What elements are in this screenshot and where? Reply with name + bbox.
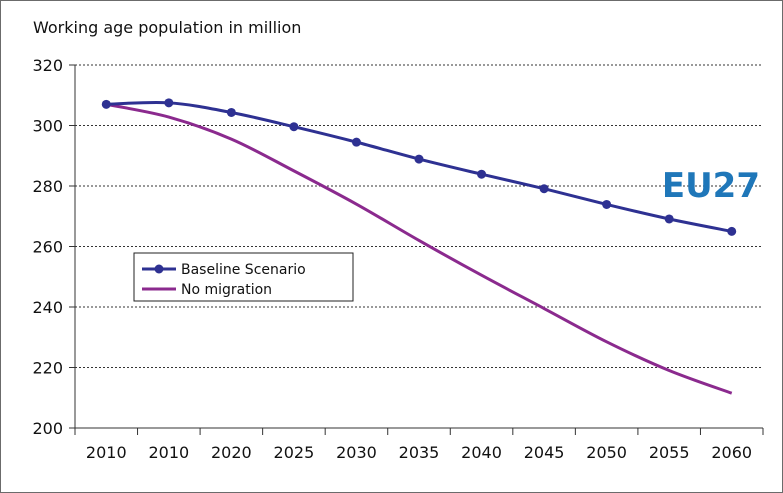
y-tick-label: 300 [32, 117, 63, 136]
y-tick-label: 200 [32, 419, 63, 438]
x-tick-label: 2025 [274, 443, 315, 462]
legend: Baseline Scenario No migration [133, 252, 354, 302]
series [101, 98, 737, 395]
series-line [106, 100, 733, 233]
x-tick-label: 2020 [211, 443, 252, 462]
x-tick-label: 2035 [399, 443, 440, 462]
data-point [164, 98, 174, 108]
legend-label: Baseline Scenario [181, 262, 306, 278]
chart-title: Working age population in million [33, 18, 301, 37]
series-line [105, 102, 733, 395]
y-tick-label: 280 [32, 177, 63, 196]
legend-item: Baseline Scenario [142, 262, 306, 278]
x-tick-label: 2030 [336, 443, 377, 462]
y-tick-label: 260 [32, 238, 63, 257]
legend-marker [154, 264, 164, 274]
data-point [351, 137, 361, 147]
x-tick-label: 2010 [148, 443, 189, 462]
data-point [727, 226, 737, 236]
axes [69, 64, 764, 435]
legend-label: No migration [181, 282, 272, 298]
data-point [477, 169, 487, 179]
x-tick-label: 2010 [86, 443, 127, 462]
data-point [539, 184, 549, 194]
x-tick-label: 2050 [586, 443, 627, 462]
x-tick-label: 2045 [524, 443, 565, 462]
y-tick-label: 320 [32, 56, 63, 75]
series-baseline-scenario [101, 98, 737, 236]
region-annotation: EU27 [662, 166, 760, 206]
legend-box [133, 252, 354, 302]
x-tick-label: 2040 [461, 443, 502, 462]
grid-lines [75, 64, 763, 368]
y-tick-label: 220 [32, 359, 63, 378]
y-tick-labels: 200 220 240 260 280 300 320 [32, 56, 63, 438]
data-point [602, 199, 612, 209]
x-tick-labels: 2010 2010 2020 2025 2030 2035 2040 2045 2050 2055… [86, 443, 752, 462]
x-tick-label: 2055 [649, 443, 690, 462]
y-tick-label: 240 [32, 298, 63, 317]
legend-item: No migration [142, 282, 272, 298]
x-tick-label: 2060 [711, 443, 752, 462]
data-point [101, 99, 111, 109]
data-point [289, 122, 299, 132]
data-point [664, 214, 674, 224]
data-point [414, 154, 424, 164]
series-no-migration [105, 102, 733, 395]
data-point [226, 107, 236, 117]
